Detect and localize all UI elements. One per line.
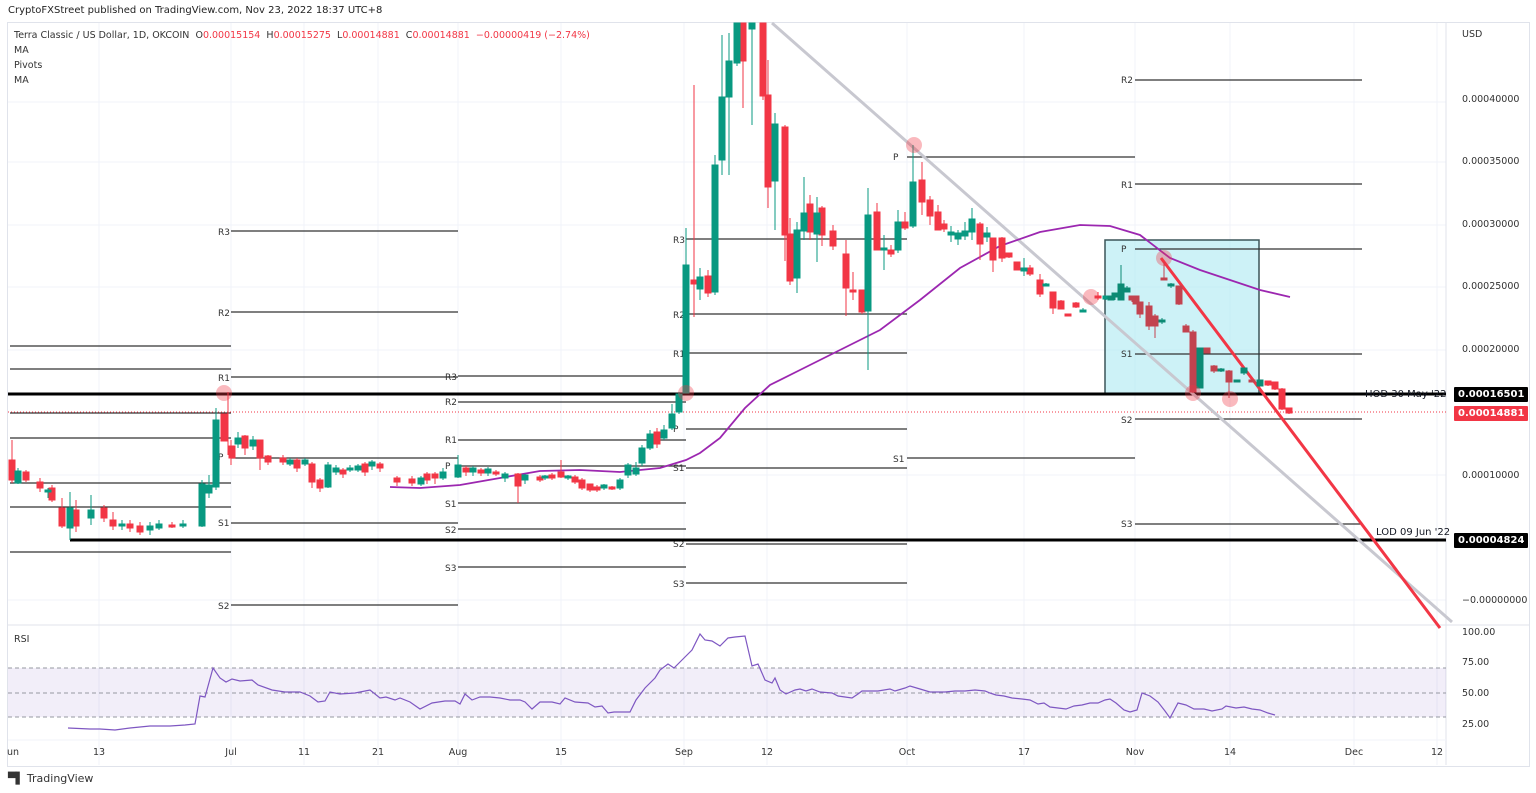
time-axis[interactable]: un 13 Jul 11 21 Aug 15 Sep 12 Oct 17 Nov… (7, 747, 1443, 758)
svg-text:S1: S1 (218, 519, 229, 529)
publisher-caption: CryptoFXStreet published on TradingView.… (8, 5, 383, 16)
svg-text:Jul: Jul (224, 747, 236, 758)
svg-text:S2: S2 (445, 526, 456, 536)
svg-text:0.00035000: 0.00035000 (1462, 156, 1519, 167)
svg-text:Oct: Oct (899, 747, 916, 758)
svg-text:S3: S3 (445, 564, 456, 574)
svg-text:0.00040000: 0.00040000 (1462, 94, 1519, 105)
price-axis[interactable]: USD 0.00040000 0.00035000 0.00030000 0.0… (1462, 29, 1527, 606)
last-price-tag: 0.00014881 (1454, 406, 1529, 421)
lod-price-tag: 0.00004824 (1454, 533, 1529, 548)
red-trendline[interactable] (1159, 257, 1442, 629)
svg-text:0.00020000: 0.00020000 (1462, 344, 1519, 355)
pivot-labels: R1 P S1 R3 R2 S2 R3 R2 R1 P S1 S2 S3 R3 … (218, 76, 1133, 612)
svg-text:S1: S1 (1121, 350, 1132, 360)
svg-text:Dec: Dec (1345, 747, 1363, 758)
rsi-title[interactable]: RSI (14, 634, 30, 645)
indicator-ma-2[interactable]: MA (14, 75, 29, 86)
svg-text:S1: S1 (893, 455, 904, 465)
svg-text:0.00025000: 0.00025000 (1462, 281, 1519, 292)
svg-text:R3: R3 (673, 236, 685, 246)
open-value: 0.00015154 (202, 30, 261, 41)
svg-text:13: 13 (93, 747, 105, 758)
svg-text:R3: R3 (218, 228, 230, 238)
symbol-title[interactable]: Terra Classic / US Dollar, 1D, OKCOIN (14, 30, 190, 41)
moving-average-line (389, 224, 1291, 489)
symbol-ohlc-line: Terra Classic / US Dollar, 1D, OKCOIN O0… (14, 30, 590, 41)
svg-text:un: un (7, 747, 19, 758)
footer-brand: TradingView (26, 772, 94, 785)
svg-text:R2: R2 (1121, 76, 1133, 86)
chart-legend: Terra Classic / US Dollar, 1D, OKCOIN O0… (14, 28, 590, 88)
svg-text:17: 17 (1018, 747, 1030, 758)
rsi-axis[interactable]: 100.00 75.00 50.00 25.00 (1462, 627, 1495, 730)
rsi-line (67, 632, 1276, 731)
svg-text:R3: R3 (445, 373, 457, 383)
svg-text:S2: S2 (218, 602, 229, 612)
high-value: 0.00015275 (273, 30, 331, 41)
hod-price-tag: 0.00016501 (1454, 387, 1529, 402)
svg-text:Nov: Nov (1126, 747, 1145, 758)
svg-text:R1: R1 (1121, 181, 1133, 191)
svg-text:14: 14 (1224, 747, 1236, 758)
svg-text:Aug: Aug (449, 747, 468, 758)
svg-text:R2: R2 (218, 309, 230, 319)
chart-frame (7, 22, 1530, 767)
lod-label: LOD 09 Jun '22 (1376, 527, 1450, 538)
svg-text:USD: USD (1462, 29, 1482, 40)
svg-text:R2: R2 (673, 311, 685, 321)
svg-text:0.00010000: 0.00010000 (1462, 470, 1519, 481)
svg-text:Sep: Sep (675, 747, 693, 758)
svg-text:R1: R1 (673, 350, 685, 360)
highlight-circles (216, 137, 1238, 407)
candles[interactable] (8, 22, 1293, 540)
svg-text:0.00030000: 0.00030000 (1462, 219, 1519, 230)
indicator-pivots[interactable]: Pivots (14, 60, 43, 71)
svg-text:11: 11 (298, 747, 310, 758)
svg-text:P: P (1121, 245, 1127, 255)
svg-text:P: P (673, 425, 679, 435)
close-value: 0.00014881 (412, 30, 470, 41)
tradingview-logo-icon: ▀▌ (8, 772, 24, 785)
svg-text:R2: R2 (445, 398, 457, 408)
gray-trendline[interactable] (771, 21, 1453, 624)
indicator-ma-1[interactable]: MA (14, 45, 29, 56)
svg-text:P: P (218, 453, 224, 463)
hod-label: HOD 30 May '22 (1365, 389, 1447, 400)
svg-text:S3: S3 (1121, 520, 1132, 530)
footer: ▀▌ TradingView (8, 772, 93, 785)
svg-text:75.00: 75.00 (1462, 657, 1489, 668)
svg-text:R1: R1 (445, 436, 457, 446)
svg-text:R1: R1 (218, 374, 230, 384)
change-value: −0.00000419 (−2.74%) (475, 30, 590, 41)
svg-text:12: 12 (1431, 747, 1443, 758)
svg-text:S2: S2 (673, 540, 684, 550)
svg-text:−0.00000000: −0.00000000 (1462, 595, 1527, 606)
svg-text:21: 21 (372, 747, 384, 758)
svg-text:S2: S2 (1121, 416, 1132, 426)
svg-text:25.00: 25.00 (1462, 719, 1489, 730)
svg-text:S1: S1 (445, 500, 456, 510)
svg-text:12: 12 (761, 747, 773, 758)
svg-text:S1: S1 (673, 464, 684, 474)
svg-text:15: 15 (555, 747, 567, 758)
rsi-band (8, 668, 1446, 717)
svg-text:P: P (893, 153, 899, 163)
svg-text:P: P (445, 462, 451, 472)
svg-text:S3: S3 (673, 580, 684, 590)
low-value: 0.00014881 (342, 30, 400, 41)
rsi-levels (8, 667, 1446, 718)
svg-text:50.00: 50.00 (1462, 688, 1489, 699)
svg-text:100.00: 100.00 (1462, 627, 1495, 638)
